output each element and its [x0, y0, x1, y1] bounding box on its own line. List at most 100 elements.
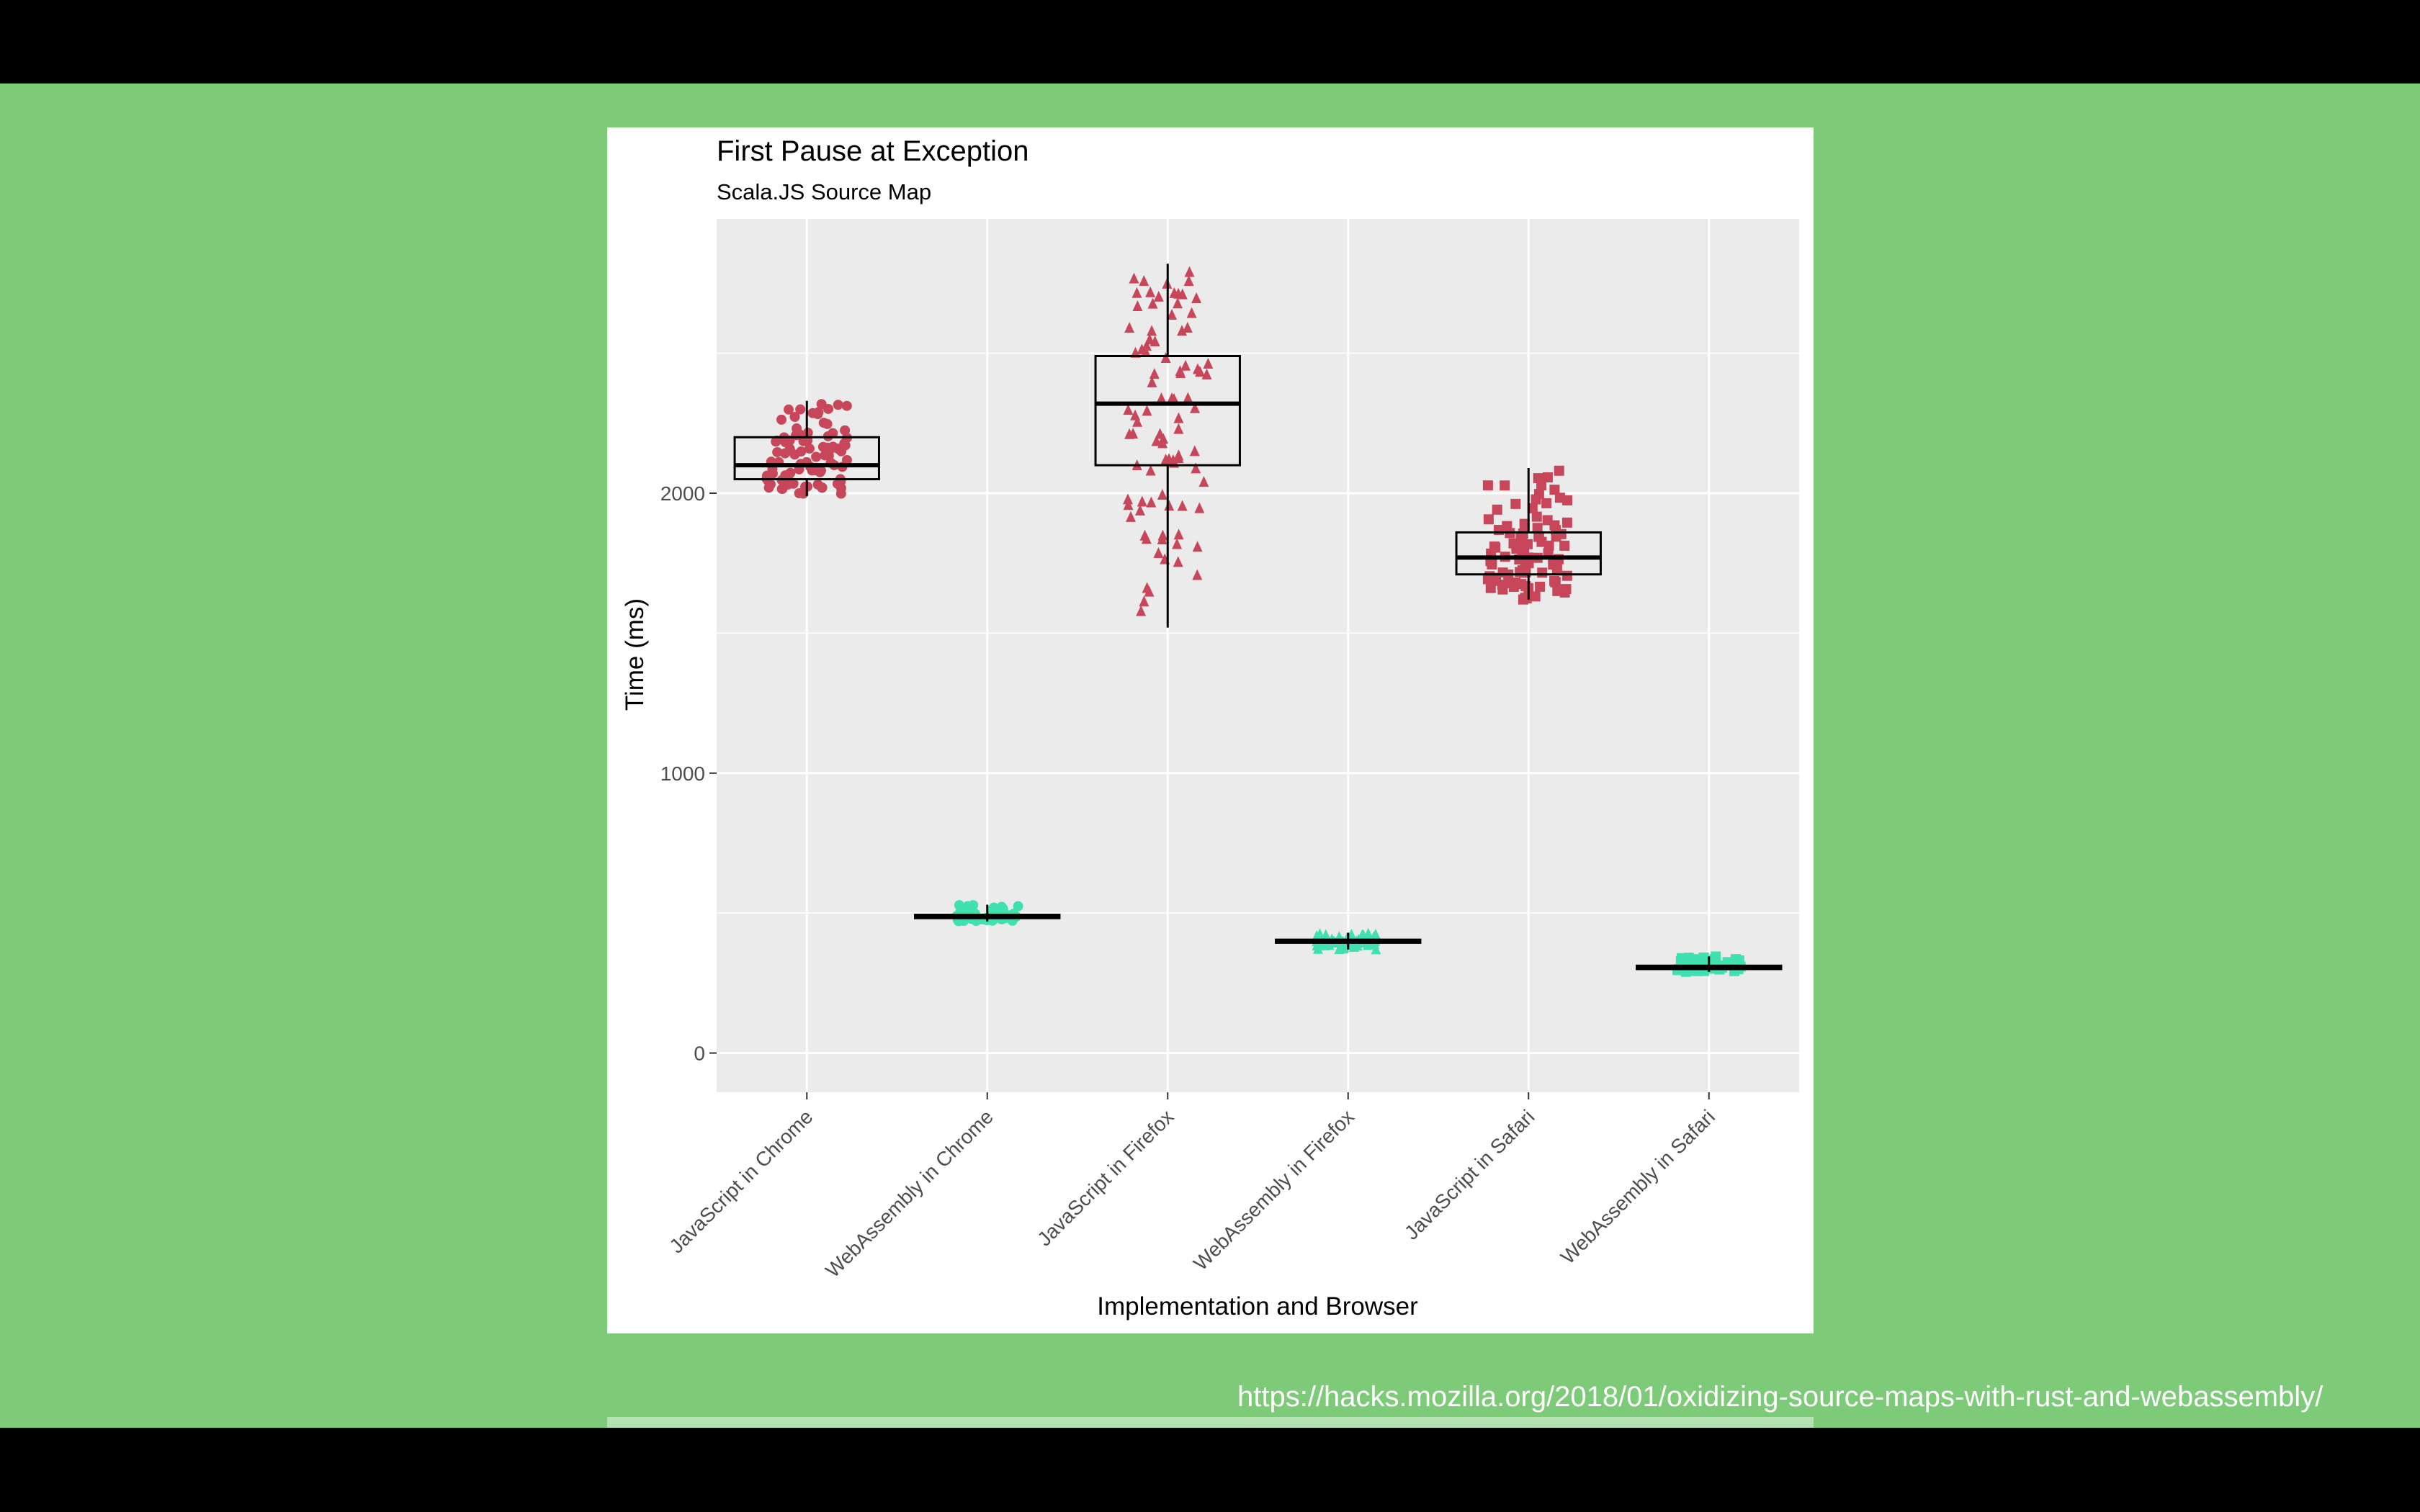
data-point [1561, 517, 1572, 528]
data-point [1153, 290, 1164, 302]
data-point [1013, 901, 1023, 912]
data-point [1139, 275, 1150, 287]
data-point [1535, 581, 1546, 592]
data-point [1124, 322, 1135, 333]
data-point [1157, 534, 1168, 545]
box [1455, 531, 1602, 576]
data-point [1192, 569, 1203, 580]
data-point [1549, 485, 1560, 495]
data-point [1548, 559, 1559, 570]
data-point [1173, 412, 1184, 423]
data-point [1149, 368, 1160, 379]
data-point [1177, 288, 1188, 300]
data-point [1195, 366, 1206, 377]
box [733, 436, 880, 481]
x-tick-label: WebAssembly in Firefox [1189, 1105, 1358, 1274]
data-point [800, 481, 811, 492]
x-tick-label: WebAssembly in Chrome [821, 1105, 998, 1282]
data-point [1173, 423, 1184, 434]
data-point [1156, 392, 1167, 403]
x-axis-label: Implementation and Browser [1097, 1292, 1418, 1320]
data-point [1519, 518, 1530, 529]
data-point [1142, 405, 1152, 416]
data-point [1142, 582, 1152, 593]
data-point [807, 408, 818, 418]
data-point [1145, 464, 1156, 476]
data-point [1132, 415, 1143, 427]
data-point [1518, 528, 1528, 539]
box [1094, 355, 1241, 467]
data-point [1173, 556, 1183, 567]
data-point [1482, 480, 1493, 491]
data-point [1201, 368, 1212, 379]
x-tick-label: JavaScript in Chrome [665, 1105, 817, 1257]
data-point [1541, 498, 1552, 508]
data-point [796, 446, 807, 457]
data-point [1334, 943, 1345, 955]
box-plot-chart: First Pause at Exception Scala.JS Source… [621, 135, 1799, 1320]
data-point [954, 900, 964, 911]
y-tick-label: 0 [694, 1043, 705, 1065]
data-point [968, 900, 979, 911]
data-point [1551, 531, 1561, 542]
data-point [788, 478, 799, 489]
data-point [783, 404, 794, 415]
letterbox-top [0, 0, 2420, 84]
data-point [1126, 510, 1137, 522]
data-point [1485, 582, 1496, 593]
data-point [777, 484, 788, 495]
data-point [1190, 402, 1201, 413]
data-point [1500, 480, 1510, 491]
data-point [1129, 272, 1139, 284]
data-point [1180, 359, 1191, 371]
data-point [1518, 594, 1528, 605]
data-point [1173, 297, 1183, 309]
data-point [1508, 582, 1519, 593]
data-point [1189, 445, 1200, 456]
data-point [1157, 488, 1168, 500]
data-point [834, 479, 845, 490]
data-point [1537, 567, 1548, 578]
data-point [795, 404, 806, 415]
data-point [1169, 392, 1180, 404]
plot-panel [717, 219, 1799, 1092]
data-point [1182, 322, 1193, 333]
data-point [1559, 540, 1570, 551]
data-point [1510, 498, 1521, 509]
source-url[interactable]: https://hacks.mozilla.org/2018/01/oxidiz… [1237, 1381, 2323, 1413]
data-point [1141, 340, 1152, 351]
data-point [1561, 570, 1572, 581]
chart-panel: First Pause at Exception Scala.JS Source… [607, 127, 1814, 1333]
data-point [810, 465, 820, 476]
data-point [1184, 266, 1195, 277]
data-point [1134, 504, 1145, 516]
data-point [1192, 541, 1203, 552]
data-point [1123, 499, 1134, 510]
data-point [1531, 494, 1541, 505]
data-point [804, 444, 815, 454]
data-point [789, 412, 800, 423]
data-point [1363, 927, 1373, 939]
data-point [817, 482, 828, 493]
data-point [1131, 287, 1142, 298]
y-tick-label: 1000 [660, 762, 705, 785]
data-point [1203, 358, 1214, 369]
data-point [1132, 300, 1143, 312]
data-point [1137, 495, 1147, 507]
data-point [1144, 333, 1155, 345]
data-point [1173, 528, 1184, 540]
data-point [996, 901, 1007, 912]
data-point [1136, 605, 1147, 616]
y-tick-label: 2000 [660, 482, 705, 505]
data-point [1683, 953, 1694, 963]
data-point [1675, 955, 1686, 966]
data-point [1177, 325, 1188, 336]
data-point [1183, 275, 1194, 287]
data-point [835, 488, 846, 499]
data-point [1530, 591, 1541, 602]
data-point [1173, 451, 1184, 463]
chart-subtitle: Scala.JS Source Map [717, 179, 931, 204]
data-point [1324, 939, 1335, 950]
data-point [1363, 939, 1373, 950]
data-point [1123, 404, 1134, 415]
